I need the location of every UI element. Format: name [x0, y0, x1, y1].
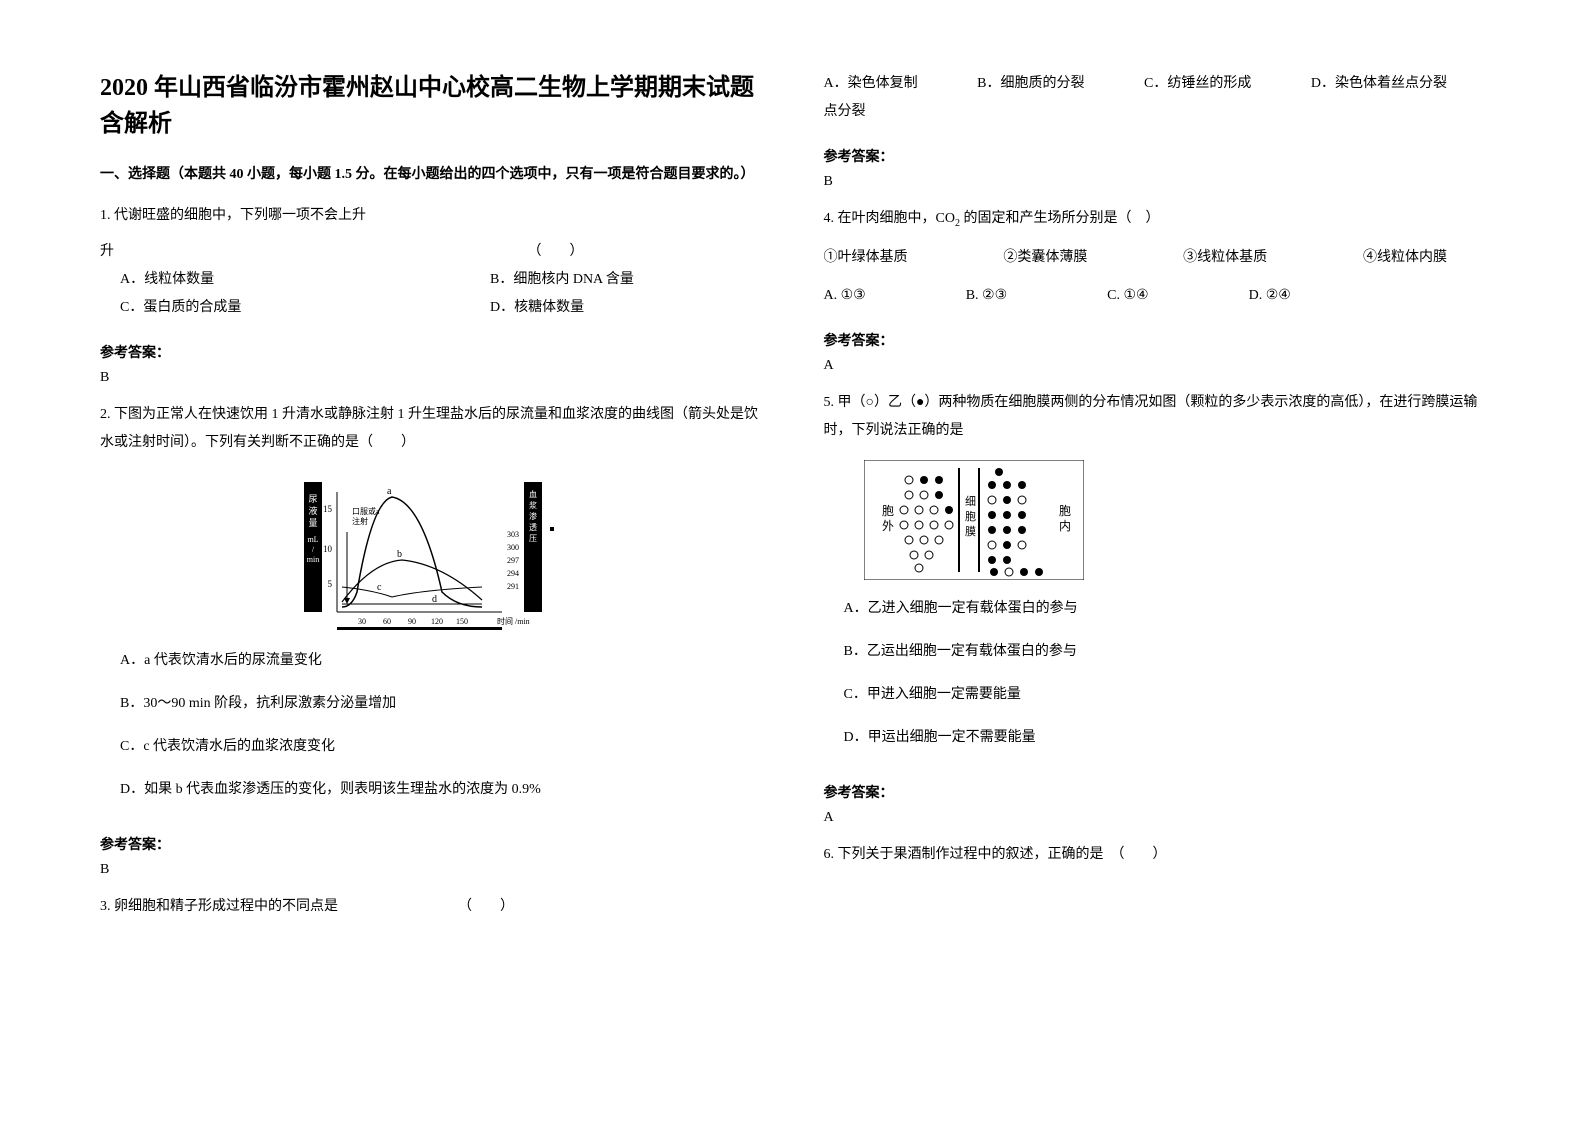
q3-option-c: C．纺锤丝的形成 [1144, 70, 1251, 98]
svg-text:尿: 尿 [308, 494, 317, 504]
svg-text:液: 液 [308, 505, 317, 516]
right-column: A．染色体复制 B．细胞质的分裂 C．纺锤丝的形成 D．染色体着丝点分裂 点分裂… [824, 70, 1488, 1052]
svg-text:胞: 胞 [965, 510, 976, 523]
q1-text: 1. 代谢旺盛的细胞中，下列哪一项不会上升 [100, 202, 764, 230]
q1-stem: 1. 代谢旺盛的细胞中，下列哪一项不会上升 [100, 208, 366, 223]
q2-option-c: C．c 代表饮清水后的血浆浓度变化 [120, 733, 764, 761]
svg-text:b: b [397, 549, 402, 560]
q3-option-d-cont: 点分裂 [824, 98, 1488, 126]
svg-text:120: 120 [431, 617, 443, 626]
svg-text:303: 303 [507, 530, 519, 539]
q4-sub1: ①叶绿体基质 [824, 244, 908, 272]
svg-text:10: 10 [323, 544, 333, 554]
q2-chart: 尿 液 量 mL / min 血 浆 渗 透 压 15 10 5 [100, 472, 764, 632]
svg-text:时间 /min: 时间 /min [497, 616, 530, 626]
q5-option-a: A．乙进入细胞一定有载体蛋白的参与 [844, 595, 1488, 623]
q4-suffix: 的固定和产生场所分别是（ ） [960, 211, 1160, 226]
svg-text:胞: 胞 [882, 504, 894, 518]
svg-text:注射: 注射 [352, 516, 368, 526]
q1-line2: 升 [100, 238, 114, 266]
q4-prefix: 4. 在叶肉细胞中，CO [824, 211, 955, 226]
section-header: 一、选择题（本题共 40 小题，每小题 1.5 分。在每小题给出的四个选项中，只… [100, 162, 764, 187]
q5-text: 5. 甲（○）乙（●）两种物质在细胞膜两侧的分布情况如图（颗粒的多少表示浓度的高… [824, 389, 1488, 445]
q2-option-d: D．如果 b 代表血浆渗透压的变化，则表明该生理盐水的浓度为 0.9% [120, 776, 764, 804]
q3-answer: B [824, 174, 1488, 190]
svg-text:内: 内 [1059, 519, 1071, 533]
question-5: 5. 甲（○）乙（●）两种物质在细胞膜两侧的分布情况如图（颗粒的多少表示浓度的高… [824, 389, 1488, 762]
svg-text:压: 压 [529, 534, 537, 543]
q4-sub4: ④线粒体内膜 [1363, 244, 1447, 272]
question-1: 1. 代谢旺盛的细胞中，下列哪一项不会上升 升 （ ） A．线粒体数量 B．细胞… [100, 202, 764, 322]
q4-option-c: C. ①④ [1107, 282, 1148, 310]
svg-text:膜: 膜 [965, 525, 976, 538]
svg-text:294: 294 [507, 569, 519, 578]
page-title: 2020 年山西省临汾市霍州赵山中心校高二生物上学期期末试题含解析 [100, 70, 764, 142]
question-2: 2. 下图为正常人在快速饮用 1 升清水或静脉注射 1 升生理盐水后的尿流量和血… [100, 401, 764, 814]
question-6: 6. 下列关于果酒制作过程中的叙述，正确的是 （ ） [824, 841, 1488, 877]
svg-text:a: a [387, 486, 392, 497]
q3-option-b: B．细胞质的分裂 [977, 70, 1084, 98]
q2-option-b: B．30～90 min 阶段，抗利尿激素分泌量增加 [120, 690, 764, 718]
svg-text:量: 量 [308, 518, 317, 528]
q1-answer: B [100, 370, 764, 386]
q2-answer: B [100, 862, 764, 878]
q4-answer-label: 参考答案： [824, 330, 1488, 350]
svg-text:5: 5 [327, 579, 332, 589]
q5-option-d: D．甲运出细胞一定不需要能量 [844, 724, 1488, 752]
question-3-options: A．染色体复制 B．细胞质的分裂 C．纺锤丝的形成 D．染色体着丝点分裂 点分裂 [824, 70, 1488, 126]
svg-text:渗: 渗 [529, 511, 537, 521]
q1-option-b: B．细胞核内 DNA 含量 [490, 266, 634, 294]
q2-text: 2. 下图为正常人在快速饮用 1 升清水或静脉注射 1 升生理盐水后的尿流量和血… [100, 401, 764, 457]
svg-text:150: 150 [456, 617, 468, 626]
q5-answer: A [824, 810, 1488, 826]
svg-text:浆: 浆 [529, 500, 537, 510]
q3-text: 3. 卵细胞和精子形成过程中的不同点是 [100, 893, 338, 921]
svg-text:60: 60 [383, 617, 391, 626]
q1-option-c: C．蛋白质的合成量 [120, 294, 470, 322]
q1-blank: （ ） [528, 238, 584, 266]
q4-answer: A [824, 358, 1488, 374]
q3-blank: （ ） [458, 893, 514, 921]
q3-option-d: D．染色体着丝点分裂 [1311, 70, 1447, 98]
svg-text:15: 15 [323, 504, 333, 514]
q1-option-a: A．线粒体数量 [120, 266, 470, 294]
svg-text:透: 透 [529, 523, 537, 532]
q3-answer-label: 参考答案： [824, 146, 1488, 166]
svg-text:300: 300 [507, 543, 519, 552]
svg-text:血: 血 [529, 489, 537, 499]
svg-text:口服或a: 口服或a [352, 506, 380, 516]
q2-answer-label: 参考答案： [100, 834, 764, 854]
q4-text: 4. 在叶肉细胞中，CO2 的固定和产生场所分别是（ ） [824, 205, 1488, 234]
svg-text:d: d [432, 594, 437, 605]
q6-text: 6. 下列关于果酒制作过程中的叙述，正确的是 （ ） [824, 841, 1488, 869]
svg-text:外: 外 [882, 519, 894, 533]
q5-diagram: 胞 外 细 胞 膜 胞 内 [864, 460, 1488, 580]
svg-text:297: 297 [507, 556, 519, 565]
svg-text:mL: mL [307, 535, 318, 544]
q5-option-b: B．乙运出细胞一定有载体蛋白的参与 [844, 638, 1488, 666]
svg-text:细: 细 [965, 495, 976, 508]
q4-sub3: ③线粒体基质 [1183, 244, 1267, 272]
svg-text:c: c [377, 582, 382, 593]
question-4: 4. 在叶肉细胞中，CO2 的固定和产生场所分别是（ ） ①叶绿体基质 ②类囊体… [824, 205, 1488, 310]
q4-sub2: ②类囊体薄膜 [1003, 244, 1087, 272]
q1-answer-label: 参考答案： [100, 342, 764, 362]
q5-option-c: C．甲进入细胞一定需要能量 [844, 681, 1488, 709]
left-column: 2020 年山西省临汾市霍州赵山中心校高二生物上学期期末试题含解析 一、选择题（… [100, 70, 764, 1052]
q4-option-d: D. ②④ [1249, 282, 1291, 310]
q1-option-d: D．核糖体数量 [490, 294, 584, 322]
svg-text:30: 30 [358, 617, 366, 626]
svg-text:胞: 胞 [1059, 504, 1071, 518]
q3-option-a: A．染色体复制 [824, 70, 918, 98]
q2-option-a: A．a 代表饮清水后的尿流量变化 [120, 647, 764, 675]
question-3-stem: 3. 卵细胞和精子形成过程中的不同点是 （ ） [100, 893, 764, 921]
q5-answer-label: 参考答案： [824, 782, 1488, 802]
q4-option-a: A. ①③ [824, 282, 866, 310]
q4-option-b: B. ②③ [966, 282, 1007, 310]
svg-text:min: min [307, 555, 319, 564]
svg-text:291: 291 [507, 582, 519, 591]
svg-text:90: 90 [408, 617, 416, 626]
